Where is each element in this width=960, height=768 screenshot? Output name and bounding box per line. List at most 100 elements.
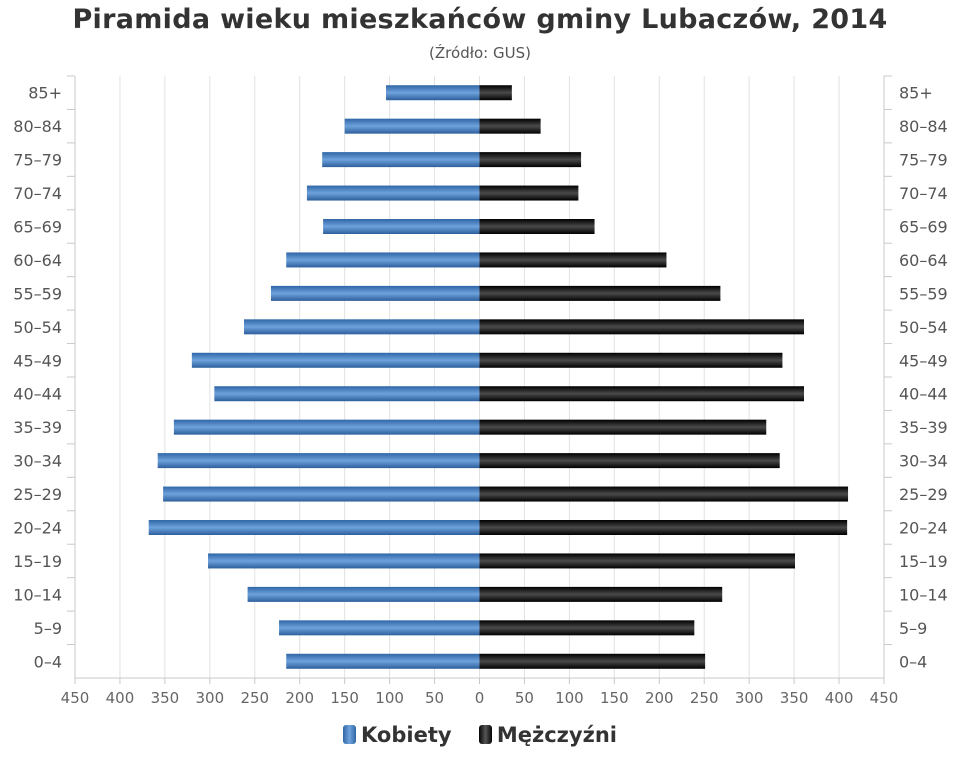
category-label-right: 10–14 [899,585,948,604]
category-label-left: 60–64 [13,251,62,270]
x-tick-label: 100 [555,689,584,707]
x-tick-label: 200 [645,689,674,707]
bar-male[interactable] [479,85,512,101]
bar-female[interactable] [243,319,480,335]
category-label-left: 25–29 [13,485,62,504]
bar-female[interactable] [270,285,480,301]
bar-male[interactable] [479,352,783,368]
bar-male[interactable] [479,219,595,234]
legend-swatch-male [478,725,492,744]
x-tick-label: 250 [240,689,269,707]
bar-male[interactable] [479,118,541,134]
category-label-left: 20–24 [13,519,62,538]
bar-female[interactable] [163,486,480,502]
bar-female[interactable] [148,520,480,535]
category-label-right: 75–79 [899,151,948,170]
category-label-left: 65–69 [13,218,62,237]
bar-female[interactable] [191,352,480,368]
category-label-right: 25–29 [899,485,948,504]
category-label-right: 55–59 [899,284,948,303]
bar-male[interactable] [479,419,767,435]
bar-female[interactable] [279,620,480,636]
category-label-right: 85+ [899,84,933,103]
legend-swatch-female [343,725,357,744]
chart-title: Piramida wieku mieszkańców gminy Lubaczó… [72,4,888,35]
x-tick-label: 400 [825,689,854,707]
category-label-left: 15–19 [13,552,62,571]
category-label-left: 50–54 [13,318,62,337]
category-label-left: 40–44 [13,385,62,404]
bar-female[interactable] [286,252,480,268]
x-tick-label: 100 [375,689,404,707]
x-tick-label: 350 [780,689,809,707]
category-label-left: 80–84 [13,117,62,136]
bar-male[interactable] [479,185,579,201]
category-label-left: 10–14 [13,585,62,604]
bar-male[interactable] [479,319,804,335]
x-tick-label: 450 [61,689,90,707]
category-label-left: 75–79 [13,151,62,170]
bar-male[interactable] [479,586,723,602]
category-label-right: 30–34 [899,452,948,471]
bar-male[interactable] [479,553,796,569]
bar-female[interactable] [286,653,480,669]
bar-male[interactable] [479,486,849,502]
category-label-left: 30–34 [13,452,62,471]
x-tick-label: 50 [515,689,534,707]
x-tick-label: 150 [330,689,359,707]
bar-female[interactable] [157,453,480,469]
x-tick-label: 50 [425,689,444,707]
bar-male[interactable] [479,520,848,535]
category-label-right: 80–84 [899,117,948,136]
x-tick-label: 300 [735,689,764,707]
legend-label-female: Kobiety [361,723,452,747]
bar-male[interactable] [479,252,667,268]
category-label-right: 5–9 [899,619,927,638]
legend-label-male: Mężczyźni [496,723,617,747]
category-label-left: 45–49 [13,351,62,370]
category-label-left: 0–4 [34,652,62,671]
chart-legend: Kobiety Mężczyźni [0,722,960,747]
bar-male[interactable] [479,152,582,168]
category-label-right: 45–49 [899,351,948,370]
category-label-right: 0–4 [899,652,927,671]
category-label-right: 65–69 [899,218,948,237]
category-label-right: 50–54 [899,318,948,337]
category-label-left: 70–74 [13,184,62,203]
category-label-right: 15–19 [899,552,948,571]
category-label-left: 55–59 [13,284,62,303]
chart-subtitle: (Źródło: GUS) [429,44,531,62]
x-tick-label: 450 [870,689,899,707]
x-tick-label: 0 [475,689,485,707]
x-tick-label: 300 [196,689,225,707]
bar-male[interactable] [479,653,706,669]
bar-female[interactable] [322,152,480,168]
legend-item-male[interactable]: Mężczyźni [478,723,617,747]
bar-female[interactable] [173,419,480,435]
bar-male[interactable] [479,453,780,469]
bar-female[interactable] [306,185,480,201]
category-label-left: 85+ [28,84,62,103]
category-label-right: 70–74 [899,184,948,203]
bar-male[interactable] [479,386,804,402]
x-tick-label: 250 [690,689,719,707]
bar-female[interactable] [214,386,480,402]
bar-male[interactable] [479,285,721,301]
legend-item-female[interactable]: Kobiety [343,723,452,747]
bar-female[interactable] [323,219,480,234]
bar-female[interactable] [208,553,480,569]
category-label-right: 35–39 [899,418,948,437]
x-tick-label: 200 [285,689,314,707]
category-label-right: 40–44 [899,385,948,404]
bar-female[interactable] [247,586,480,602]
bar-female[interactable] [386,85,480,101]
x-tick-label: 150 [600,689,629,707]
x-tick-label: 350 [151,689,180,707]
category-label-right: 60–64 [899,251,948,270]
bar-male[interactable] [479,620,695,636]
category-label-right: 20–24 [899,519,948,538]
category-label-left: 5–9 [34,619,62,638]
x-tick-label: 400 [106,689,135,707]
bar-female[interactable] [344,118,480,134]
